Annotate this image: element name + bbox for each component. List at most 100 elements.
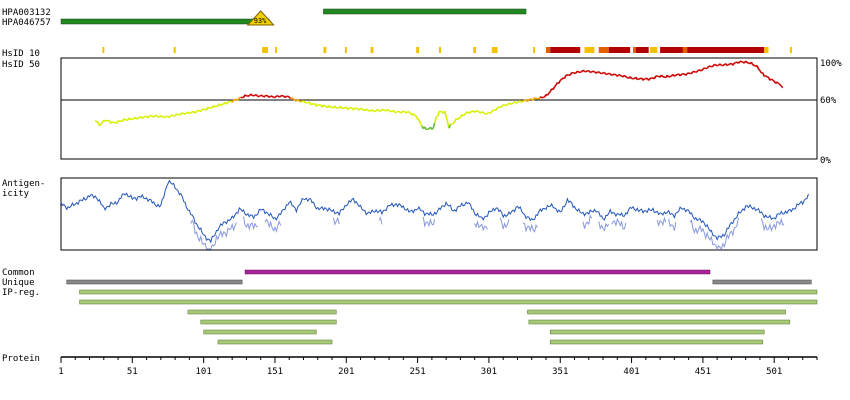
identity-curve-segment	[457, 117, 460, 121]
identity-curve-segment	[171, 114, 175, 117]
identity-curve-segment	[765, 75, 768, 78]
identity-curve-segment	[508, 102, 511, 105]
identity-plot-frame	[60, 57, 818, 160]
identity-curve-segment	[147, 115, 151, 119]
identity-curve-segment	[526, 98, 530, 102]
identity-curve-segment	[497, 106, 500, 109]
identity-curve-segment	[358, 107, 362, 111]
identity-curve-segment	[277, 95, 280, 98]
identity-curve-segment	[292, 98, 296, 101]
identity-curve-segment	[778, 82, 781, 86]
identity-curve-segment	[150, 114, 153, 117]
hsid10-segment	[274, 47, 277, 53]
identity-curve-segment	[750, 61, 754, 66]
hsid10-segment	[598, 47, 609, 53]
identity-curve-segment	[780, 85, 783, 88]
identity-curve-segment	[392, 110, 396, 113]
identity-curve-segment	[588, 70, 591, 73]
identity-curve-segment	[477, 110, 480, 113]
identity-curve-segment	[139, 116, 142, 119]
identity-curve-segment	[524, 99, 527, 102]
identity-curve-segment	[462, 113, 466, 117]
ipreg-region-bar	[79, 299, 818, 305]
identity-curve-segment	[714, 63, 716, 66]
identity-curve-segment	[474, 110, 477, 113]
identity-curve-segment	[729, 62, 732, 65]
identity-curve-segment	[194, 110, 198, 114]
identity-curve-segment	[561, 77, 564, 80]
identity-curve-segment	[164, 115, 167, 118]
identity-curve-segment	[115, 120, 119, 124]
identity-curve-segment	[94, 119, 98, 123]
identity-curve-segment	[400, 111, 403, 114]
identity-curve-segment	[360, 107, 363, 110]
identity-curve-segment	[387, 108, 390, 112]
identity-curve-segment	[579, 70, 583, 74]
identity-curve-segment	[371, 109, 374, 112]
identity-curve-segment	[521, 100, 524, 104]
identity-curve-segment	[143, 115, 146, 118]
identity-curve-segment	[435, 115, 438, 118]
identity-curve-segment	[263, 95, 266, 98]
identity-curve-segment	[274, 95, 277, 99]
identity-curve-segment	[591, 70, 594, 73]
identity-curve-segment	[290, 97, 293, 100]
antibody-label-1: HPA003132	[2, 8, 51, 18]
identity-curve-segment	[555, 82, 559, 86]
identity-curve-segment	[698, 69, 701, 72]
identity-curve-segment	[616, 74, 620, 77]
region-tracks	[66, 269, 818, 345]
hsid10-segment	[632, 47, 636, 53]
identity-curve-segment	[582, 69, 586, 73]
identity-curve-segment	[352, 107, 356, 111]
identity-curve-segment	[737, 60, 741, 64]
identity-curve-segment	[733, 61, 737, 64]
identity-curve-segment	[161, 116, 165, 119]
identity-curve-segment	[297, 98, 300, 102]
identity-curve-segment	[291, 97, 295, 100]
common-region-bar	[244, 269, 711, 275]
identity-curve-segment	[592, 70, 595, 73]
identity-curve-segment	[443, 110, 447, 117]
identity-curve-segment	[748, 62, 751, 65]
identity-curve-segment	[375, 109, 379, 112]
identity-curve-segment	[739, 60, 742, 63]
identity-curve-segment	[673, 74, 677, 77]
identity-curve-segment	[424, 126, 427, 130]
identity-curve-segment	[660, 74, 664, 78]
identity-curve-segment	[469, 110, 473, 113]
ipreg-region-bar	[203, 329, 317, 335]
identity-curve-segment	[128, 117, 132, 121]
identity-curve-segment	[651, 76, 654, 79]
identity-curve-segment	[461, 114, 464, 117]
identity-ytick-0: 0%	[820, 156, 831, 166]
protein-axis-tick-label: 401	[623, 367, 639, 377]
antibody-bar-1	[323, 8, 527, 15]
identity-curve-segment	[227, 100, 230, 104]
identity-curve-segment	[766, 75, 769, 79]
identity-curve-segment	[123, 118, 126, 121]
identity-curve-segment	[636, 78, 640, 81]
identity-curve-segment	[278, 95, 282, 98]
identity-curve-segment	[621, 75, 624, 78]
identity-curve-segment	[408, 111, 411, 114]
identity-curve-segment	[732, 62, 735, 66]
ipreg-region-bar	[527, 309, 786, 315]
identity-curve-segment	[120, 120, 123, 123]
antigenicity-label-line2: icity	[2, 189, 30, 199]
identity-curve-segment	[653, 75, 657, 80]
identity-curve-segment	[763, 75, 766, 78]
identity-curve-segment	[625, 76, 628, 79]
ipreg-region-bar	[79, 289, 818, 295]
identity-curve-segment	[288, 96, 292, 100]
antigenicity-label-line1: Antigen-	[2, 179, 45, 189]
ipreg-region-bar	[200, 319, 337, 325]
identity-curve-segment	[515, 101, 518, 104]
hsid10-segment	[262, 47, 268, 53]
identity-curve-segment	[321, 104, 325, 108]
identity-curve-segment	[723, 63, 727, 66]
ipreg-region-bar	[187, 309, 337, 315]
identity-curve-segment	[365, 108, 369, 111]
identity-curve-segment	[595, 71, 598, 74]
identity-curve-segment	[558, 80, 561, 84]
